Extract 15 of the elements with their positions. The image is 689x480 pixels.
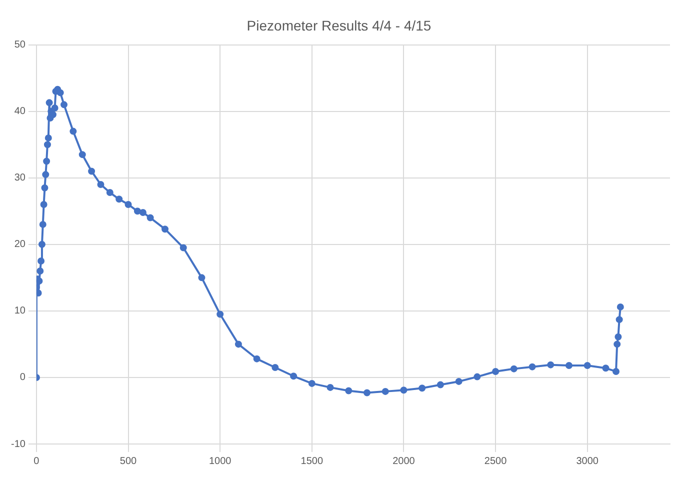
- chart-title: Piezometer Results 4/4 - 4/15: [246, 17, 432, 34]
- y-tick-label: 40: [14, 106, 26, 118]
- y-tick-label: -10: [11, 438, 26, 450]
- y-tick-label: 0: [20, 372, 26, 384]
- x-tick-label: 2500: [484, 456, 508, 467]
- x-tick-label: 1500: [300, 456, 324, 467]
- y-tick-label: 20: [14, 239, 26, 250]
- x-tick-label: 3000: [576, 456, 599, 467]
- y-tick-label: 10: [14, 306, 26, 317]
- x-tick-label: 0: [34, 456, 40, 467]
- x-tick-label: 1000: [208, 456, 232, 467]
- x-tick-label: 2000: [392, 456, 416, 467]
- y-tick-label: 50: [14, 40, 26, 51]
- y-tick-label: 30: [14, 172, 26, 184]
- x-tick-label: 500: [120, 456, 138, 467]
